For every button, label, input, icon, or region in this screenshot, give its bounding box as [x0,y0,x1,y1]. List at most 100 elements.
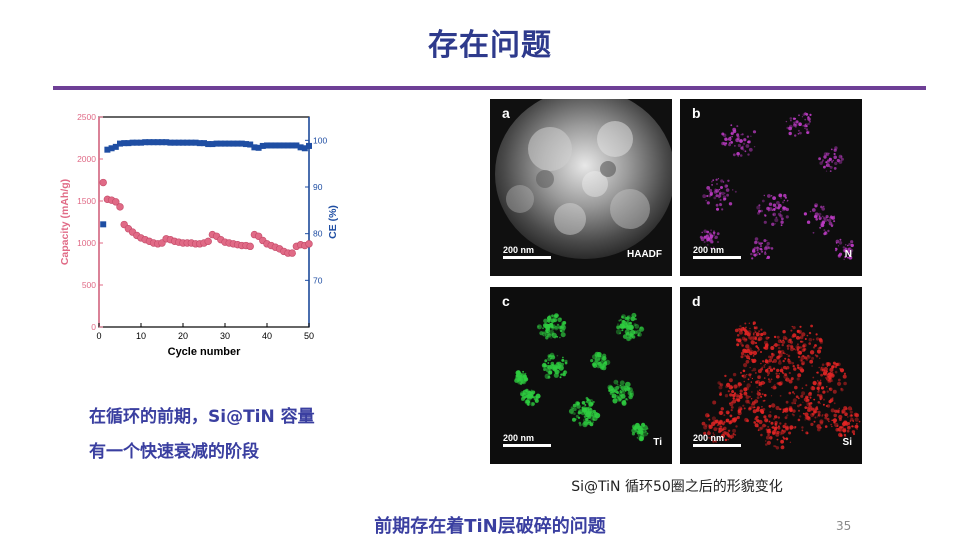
ce-point [268,142,275,149]
map-speckle [639,430,644,435]
map-speckle [783,429,787,433]
map-speckle [823,398,825,401]
map-speckle [751,257,754,260]
map-speckle [787,358,790,361]
map-speckle [775,432,780,437]
map-speckle [615,385,620,390]
ce-point [112,143,119,150]
map-speckle [779,214,783,218]
map-speckle [800,355,805,360]
map-speckle [801,391,806,396]
map-speckle [784,416,788,420]
map-speckle [742,145,744,147]
map-speckle [550,361,555,366]
map-speckle [845,244,847,246]
map-speckle [804,356,808,360]
map-speckle [788,131,792,136]
map-speckle [791,391,795,394]
map-speckle [535,397,538,400]
map-speckle [849,420,851,422]
map-speckle [550,355,556,360]
y-left-tick-label: 2500 [77,112,96,122]
map-speckle [548,369,553,374]
map-speckle [768,380,772,383]
map-speckle [816,393,820,397]
map-speckle [808,405,812,409]
map-speckle [825,362,830,366]
map-speckle [728,143,732,147]
map-speckle [624,389,627,392]
map-speckle [769,355,774,359]
map-speckle [754,331,757,334]
map-speckle [805,384,808,387]
map-speckle [719,410,724,415]
map-speckle [781,340,786,344]
map-speckle [782,352,785,354]
panel-label-d: d [692,293,701,309]
map-speckle [821,363,825,366]
map-speckle [810,422,814,426]
map-speckle [642,429,647,433]
map-speckle [767,378,770,381]
map-speckle [786,347,790,350]
map-speckle [745,359,750,364]
map-speckle [828,377,832,380]
map-speckle [752,350,758,356]
map-speckle [526,390,528,392]
map-speckle [584,404,587,406]
map-speckle [752,409,757,414]
map-speckle [559,336,561,339]
map-speckle [848,243,851,246]
map-speckle [850,414,853,417]
map-speckle [768,355,771,359]
map-speckle [835,247,838,250]
map-speckle [801,387,804,389]
map-speckle [708,418,711,421]
map-speckle [705,413,710,418]
map-speckle [620,385,627,391]
map-speckle [839,426,842,429]
map-speckle [792,333,797,338]
map-speckle [537,325,540,328]
map-speckle [535,393,541,399]
map-speckle [735,133,739,137]
map-speckle [556,361,559,365]
map-speckle [831,419,833,422]
map-speckle [713,420,718,425]
map-speckle [763,340,768,345]
map-speckle [556,323,560,327]
map-speckle [780,445,785,450]
map-speckle [737,411,742,416]
map-speckle [752,367,757,372]
map-speckle [793,393,796,395]
map-speckle [757,348,760,351]
map-speckle [771,353,775,357]
map-speckle [710,247,712,249]
ce-point [255,144,262,151]
map-speckle [621,319,626,325]
map-speckle [790,119,792,122]
map-speckle [736,415,740,420]
map-speckle [708,188,713,193]
map-speckle [808,342,811,345]
map-speckle [625,398,628,401]
map-speckle [589,399,594,403]
map-speckle [825,170,828,172]
map-speckle [796,329,800,333]
map-speckle [591,412,594,414]
map-speckle [770,346,775,350]
map-speckle [847,249,851,253]
map-speckle [777,355,781,359]
map-speckle [777,339,782,344]
map-speckle [740,146,744,150]
map-speckle [755,372,757,374]
ce-point [192,139,199,146]
map-speckle [620,386,624,390]
map-speckle [556,335,559,338]
map-speckle [842,246,845,249]
map-speckle [819,161,823,165]
map-speckle [736,125,739,128]
map-speckle [823,229,826,232]
map-speckle [804,406,808,409]
map-speckle [716,207,719,211]
